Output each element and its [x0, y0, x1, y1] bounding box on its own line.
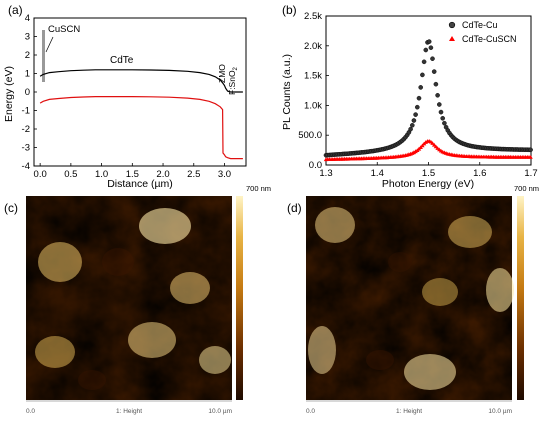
chart-b-ytick-label: 1.0k: [304, 100, 322, 111]
afm-axis-left-c: 0.0: [26, 408, 35, 415]
point-cdte-cu: [416, 95, 422, 101]
panel-label-d: (d): [287, 201, 302, 215]
chart-b-ticks: 1.3 1.4 1.5 1.6 1.7 0.0 500.0 1.0k 1.5k 2.0k 2.5k: [298, 11, 537, 179]
point-cdte-cu: [411, 118, 417, 123]
chart-a-ticks: 0.0 0.5 1.0 1.5 2.0 2.5 3.0 4 3 2 1 0 -1 -2 -3 -4: [22, 13, 232, 180]
chart-a-ytick-label: 2: [25, 50, 30, 61]
chart-a-ytick-label: 1: [25, 69, 30, 80]
annotation-fto: F:SnO2: [227, 66, 239, 95]
point-cdte-cu: [413, 112, 418, 117]
chart-b-xtick-label: 1.3: [319, 168, 332, 179]
chart-a-ytick-label: 4: [25, 13, 30, 24]
afm-axis-right-c: 10.0 µm: [208, 408, 232, 415]
panel-label-b: (b): [282, 3, 297, 17]
annotation-fto-main: F:SnO: [227, 70, 237, 95]
point-cdte-cu: [418, 85, 424, 90]
chart-a: 0.0 0.5 1.0 1.5 2.0 2.5 3.0 4 3 2 1 0 -1 -2 -3 -4 CuSCN…: [3, 13, 247, 190]
annotation-cuscn: CuSCN: [48, 24, 80, 35]
cuscn-band-bar: [42, 30, 45, 82]
chart-b-ylabel: PL Counts (a.u.): [281, 54, 293, 130]
point-cdte-cu: [438, 109, 444, 115]
afm-axis-left-d: 0.0: [306, 408, 315, 415]
legend-marker-cdte-cuscn: [449, 36, 455, 41]
chart-a-series: [39, 69, 243, 160]
legend-marker-cdte-cu: [448, 21, 456, 29]
chart-a-ylabel: Energy (eV): [3, 66, 15, 122]
chart-b-frame: [325, 15, 532, 166]
point-cdte-cu: [528, 147, 533, 153]
annotation-zmo: ZMO: [217, 64, 227, 83]
afm-scale-max-d: 700 nm: [514, 184, 539, 193]
annotation-cuscn-arrow: [45, 36, 54, 53]
point-cdte-cuscn: [528, 155, 533, 159]
point-cdte-cu: [420, 72, 425, 78]
chart-a-xtick-label: 2.5: [187, 169, 200, 180]
chart-a-frame: [33, 17, 247, 167]
chart-b-xtick-label: 1.4: [371, 168, 384, 179]
chart-b-ytick-label: 500.0: [298, 130, 322, 141]
point-cdte-cuscn: [411, 150, 417, 155]
chart-a-ytick-label: -2: [22, 124, 30, 135]
point-cdte-cu: [436, 102, 442, 107]
valence-band-line: [39, 95, 243, 160]
point-cdte-cu: [421, 59, 427, 65]
legend-label-cdte-cu: CdTe-Cu: [462, 20, 498, 30]
point-cdte-cu: [440, 116, 446, 121]
panel-label-c: (c): [4, 201, 18, 215]
chart-a-xtick-label: 0.0: [34, 169, 47, 180]
chart-b-xtick-label: 1.7: [524, 168, 537, 179]
chart-a-ytick-label: -4: [22, 161, 30, 172]
afm-scale-max-c: 700 nm: [246, 184, 271, 193]
afm-image-d: [306, 196, 514, 400]
afm-image-c: [26, 196, 232, 400]
chart-b-ytick-label: 0.0: [309, 160, 322, 171]
chart-b-ytick-label: 1.5k: [304, 71, 322, 82]
legend-label-cdte-cuscn: CdTe-CuSCN: [462, 34, 517, 44]
panel-label-a: (a): [8, 3, 23, 17]
afm-colorbar-c: 700 nm: [236, 184, 271, 400]
chart-a-ytick-label: -3: [22, 143, 30, 154]
chart-b-series: [323, 39, 533, 162]
chart-a-xtick-label: 3.0: [218, 169, 231, 180]
chart-a-xtick-label: 1.0: [95, 169, 108, 180]
chart-a-ytick-label: -1: [22, 106, 30, 117]
chart-b-legend: CdTe-Cu CdTe-CuSCN: [448, 20, 517, 44]
point-cdte-cu: [442, 120, 447, 126]
point-cdte-cu: [431, 69, 437, 74]
chart-a-xtick-label: 0.5: [64, 169, 77, 180]
point-cdte-cu: [408, 126, 413, 132]
chart-a-ytick-label: 3: [25, 32, 30, 43]
chart-b-ytick-label: 2.5k: [304, 11, 322, 22]
point-cdte-cu: [435, 93, 440, 98]
point-cdte-cu: [433, 81, 439, 87]
chart-b: 1.3 1.4 1.5 1.6 1.70.0500.01.0k1.5k2.0k2.5k …: [281, 11, 538, 190]
point-cdte-cu: [428, 45, 434, 51]
chart-b-xtick-label: 1.6: [473, 168, 486, 179]
chart-a-xtick-label: 2.0: [156, 169, 169, 180]
chart-a-xtick-label: 1.5: [126, 169, 139, 180]
conduction-band-line: [39, 69, 243, 93]
chart-a-ytick-label: 0: [25, 87, 30, 98]
afm-colorbar-d: 700 nm: [514, 184, 539, 400]
annotation-fto-sub: 2: [233, 66, 239, 70]
point-cdte-cuscn: [423, 140, 428, 144]
point-cdte-cu: [426, 39, 432, 44]
annotation-cdte: CdTe: [110, 55, 134, 66]
point-cdte-cu: [414, 104, 420, 110]
point-cdte-cu: [423, 47, 429, 53]
chart-b-ytick-label: 2.0k: [304, 41, 322, 52]
point-cdte-cu: [430, 56, 435, 62]
chart-a-xlabel: Distance (µm): [107, 178, 173, 190]
point-cdte-cu: [409, 123, 415, 128]
chart-b-xlabel: Photon Energy (eV): [382, 178, 474, 190]
afm-axis-mid-c: 1: Height: [116, 408, 142, 415]
chart-b-xtick-label: 1.5: [422, 168, 435, 179]
afm-axis-right-d: 10.0 µm: [488, 408, 512, 415]
afm-axis-mid-d: 1: Height: [396, 408, 422, 415]
